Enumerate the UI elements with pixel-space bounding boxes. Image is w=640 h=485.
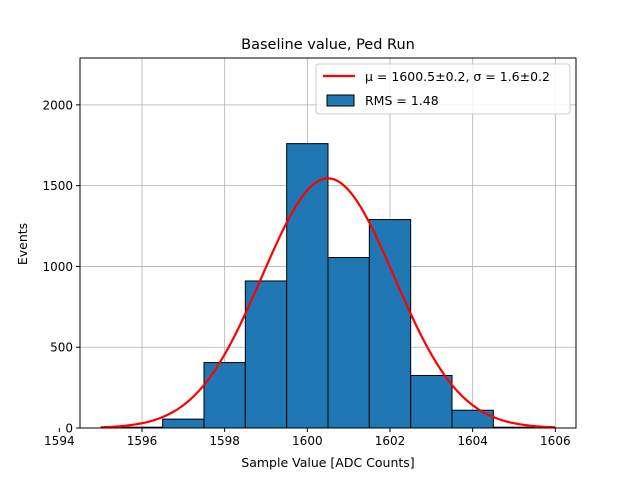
legend-histogram-label: RMS = 1.48 [365, 93, 439, 108]
histogram-bar [451, 409, 494, 429]
histogram-bar [244, 280, 288, 429]
x-tick-label: 1602 [375, 434, 406, 448]
chart-title: Baseline value, Ped Run [241, 37, 415, 53]
histogram-bar [368, 219, 412, 429]
x-tick-label: 1600 [292, 434, 323, 448]
histogram-bar [203, 362, 246, 429]
plot-area [79, 57, 577, 429]
x-tick-label: 1606 [540, 434, 571, 448]
x-tick-label: 1598 [209, 434, 240, 448]
x-tick-label: 1594 [44, 434, 75, 448]
x-axis-label: Sample Value [ADC Counts] [241, 455, 414, 470]
y-tick-label: 1500 [42, 179, 73, 193]
legend: μ = 1600.5±0.2, σ = 1.6±0.2 RMS = 1.48 [315, 63, 571, 115]
y-tick-label: 1000 [42, 260, 73, 274]
y-tick-label: 500 [50, 341, 73, 355]
histogram-bar [162, 418, 205, 429]
y-axis-ticks: 0 500 1000 1500 2000 [42, 98, 80, 436]
gaussian-fit-line [100, 177, 556, 429]
y-axis-label: Events [15, 223, 30, 265]
histogram-bar [410, 374, 453, 429]
x-tick-label: 1604 [457, 434, 488, 448]
x-axis-ticks: 1594 1596 1598 1600 1602 1604 1606 [44, 428, 571, 448]
y-tick-label: 2000 [42, 98, 73, 112]
x-tick-label: 1596 [127, 434, 158, 448]
legend-histogram-swatch [326, 94, 355, 107]
legend-fit-label: μ = 1600.5±0.2, σ = 1.6±0.2 [365, 69, 550, 84]
y-tick-label: 0 [65, 422, 73, 436]
axes-frame [79, 57, 577, 429]
histogram-bar [327, 257, 370, 429]
legend-box [315, 63, 571, 115]
histogram-bar [286, 143, 329, 429]
